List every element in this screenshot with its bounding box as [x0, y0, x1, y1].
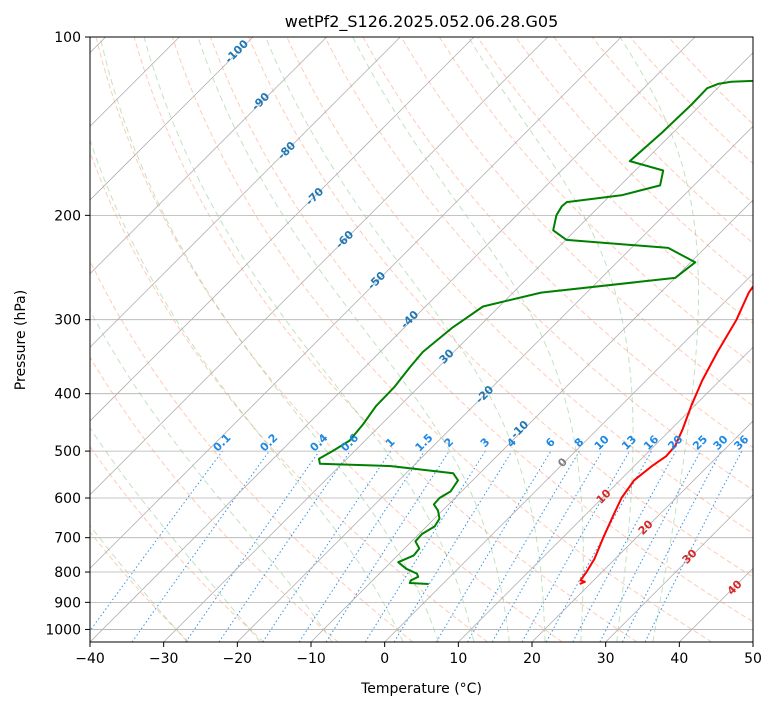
- x-tick-label: 30: [597, 651, 615, 667]
- y-tick-label: 500: [54, 444, 81, 460]
- moist-adiabat: [143, 37, 475, 642]
- dry-adiabat: [210, 37, 753, 623]
- isotherm-line: [90, 37, 401, 348]
- mixing-ratio-line: [325, 450, 450, 642]
- dry-adiabat: [90, 150, 488, 642]
- x-tick-label: −20: [223, 651, 253, 667]
- moist-adiabat: [619, 37, 699, 642]
- y-tick-label: 600: [54, 491, 81, 507]
- x-tick-label: −40: [75, 651, 105, 667]
- isotherm-line: [90, 37, 696, 642]
- moist-adiabat: [99, 37, 439, 642]
- x-tick-label: 20: [523, 651, 541, 667]
- dry-adiabat: [133, 37, 638, 642]
- y-tick-label: 400: [54, 387, 81, 403]
- dry-adiabat: [400, 37, 753, 407]
- mixing-ratio-line: [364, 450, 486, 642]
- moist-adiabat: [90, 524, 188, 642]
- isotherm-line: [384, 273, 753, 642]
- isotherm-line: [90, 37, 254, 201]
- mixing-ratio-line: [572, 450, 677, 642]
- isotherm-line: [605, 494, 753, 642]
- dry-adiabat: [248, 37, 753, 578]
- moist-adiabat: [352, 37, 584, 642]
- dry-adiabat: [90, 259, 414, 642]
- dry-adiabat: [286, 37, 753, 534]
- x-tick-label: 10: [449, 651, 467, 667]
- y-axis-label: Pressure (hPa): [13, 290, 29, 390]
- dry-adiabat: [591, 37, 753, 204]
- isotherm-line: [90, 37, 327, 275]
- y-tick-label: 900: [54, 595, 81, 611]
- x-tick-label: −30: [149, 651, 179, 667]
- isotherm-line: [90, 37, 622, 569]
- mixing-ratio-line: [467, 450, 580, 642]
- isotherm-line: [237, 125, 753, 642]
- plot-area: [90, 37, 753, 642]
- dry-adiabat: [324, 37, 753, 491]
- x-axis-ticks: −40 −30 −20 −10 0 10 20 30 40 50: [75, 642, 762, 667]
- dry-adiabat: [553, 37, 753, 244]
- isotherm-line: [531, 420, 753, 642]
- background-lines: [90, 37, 753, 642]
- mixing-ratio-line: [521, 450, 630, 642]
- plot-frame: [89, 36, 754, 643]
- dewpoint-profile-line: [318, 79, 753, 585]
- y-axis-ticks: 100 200 300 400 500 600 700 800 900 1000: [45, 30, 90, 638]
- moist-adiabat: [197, 37, 510, 642]
- x-tick-label: −10: [296, 651, 326, 667]
- x-axis-label: Temperature (°C): [360, 681, 482, 697]
- mixing-ratio-line: [90, 450, 223, 632]
- isotherm-line: [310, 199, 753, 642]
- mixing-ratio-line: [435, 450, 552, 642]
- y-tick-label: 700: [54, 531, 81, 547]
- mixing-ratio-line: [491, 450, 603, 642]
- chart-title: wetPf2_S126.2025.052.06.28.G05: [285, 12, 559, 32]
- y-tick-label: 800: [54, 565, 81, 581]
- dry-adiabat: [477, 37, 753, 325]
- moist-adiabat: [90, 427, 261, 642]
- moist-adiabat: [265, 37, 546, 642]
- y-tick-label: 100: [54, 30, 81, 46]
- x-tick-label: 40: [670, 651, 688, 667]
- isotherm-line: [163, 52, 753, 642]
- dry-adiabat: [90, 531, 190, 642]
- temperature-profile-line: [579, 284, 753, 585]
- mixing-ratio-line: [218, 450, 351, 642]
- isotherm-line: [90, 37, 548, 496]
- moist-adiabat: [90, 138, 404, 642]
- x-tick-label: 0: [380, 651, 389, 667]
- x-tick-label: 50: [744, 651, 762, 667]
- mixing-ratio-line: [393, 450, 513, 642]
- isotherm-line: [458, 346, 753, 642]
- mixing-ratio-line: [131, 450, 270, 642]
- dry-adiabat: [438, 37, 753, 366]
- series-group: [318, 79, 753, 585]
- y-tick-label: 200: [54, 208, 81, 224]
- y-tick-label: 1000: [45, 622, 81, 638]
- dry-adiabat: [95, 37, 563, 642]
- dry-adiabat: [90, 356, 339, 642]
- isotherm-line: [90, 37, 475, 422]
- dry-adiabat: [171, 37, 712, 642]
- mixing-ratio-line: [185, 450, 320, 642]
- y-tick-label: 300: [54, 313, 81, 329]
